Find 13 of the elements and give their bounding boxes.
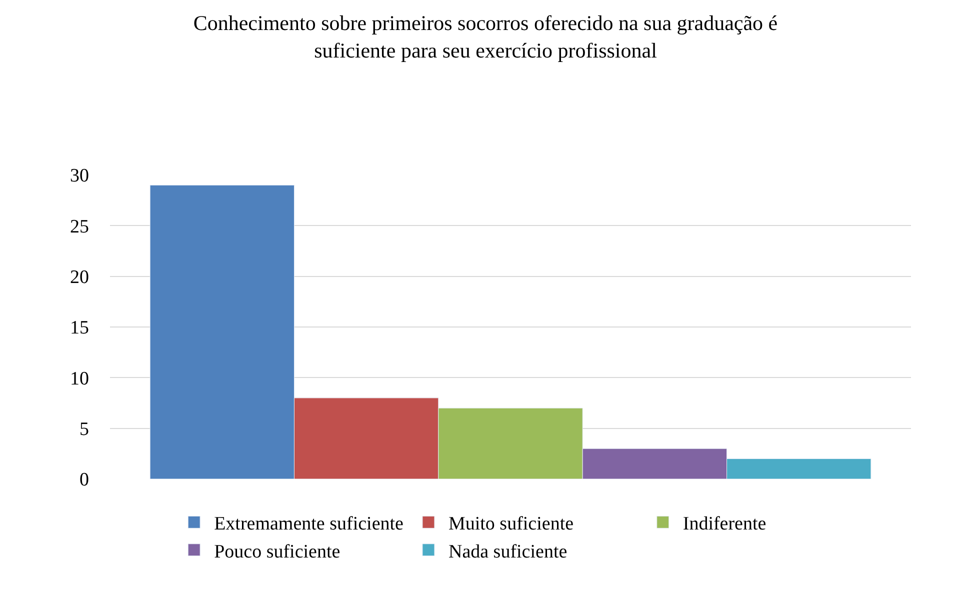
legend-label: Indiferente [682, 514, 766, 535]
y-tick-label: 30 [70, 166, 89, 187]
y-tick-label: 20 [70, 266, 89, 288]
y-tick-label: 10 [70, 368, 89, 390]
legend-label: Muito suficiente [448, 514, 574, 535]
y-tick-label: 25 [70, 216, 89, 238]
chart-title: Conhecimento sobre primeiros socorros oferecido na sua graduação é suficiente para seu exercício profissional [193, 10, 778, 62]
y-tick-label: 15 [70, 318, 89, 339]
legend-label: Extremamente suficiente [214, 514, 404, 535]
y-tick-label: 0 [80, 470, 89, 491]
y-tick-label: 5 [80, 418, 89, 440]
legend-label: Pouco suficiente [214, 541, 340, 562]
legend-label: Nada suficiente [448, 541, 568, 562]
